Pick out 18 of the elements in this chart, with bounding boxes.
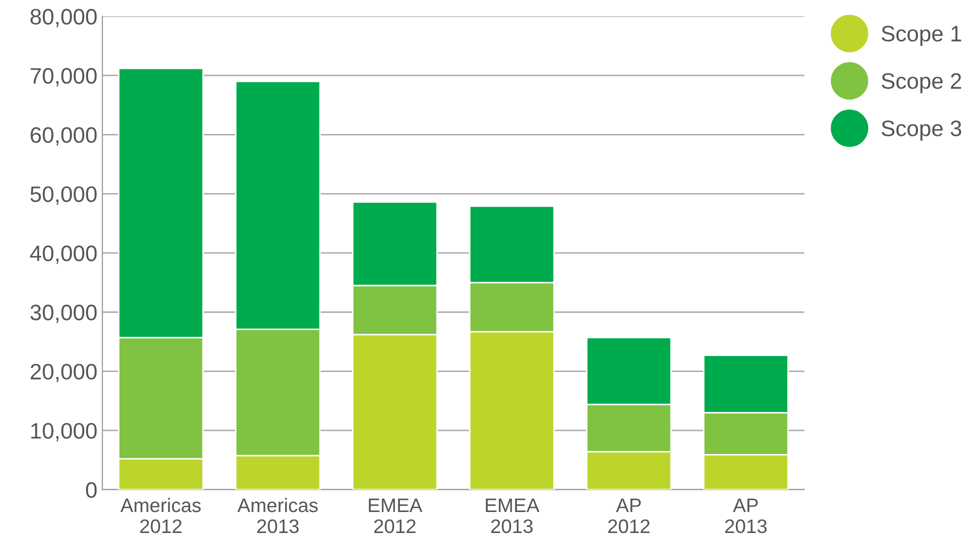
y-tick-label: 50,000: [30, 186, 97, 205]
x-tick-label: AP 2012: [608, 498, 650, 534]
y-tick-label: 70,000: [30, 68, 97, 86]
x-tick-label: Americas 2012: [120, 498, 201, 534]
y-tick-label: 40,000: [30, 245, 97, 264]
y-tick-label: 30,000: [30, 304, 97, 324]
y-tick-label: 10,000: [31, 422, 97, 442]
y-tick-label: 60,000: [30, 127, 97, 146]
x-tick-label: EMEA 2013: [486, 498, 540, 534]
legend-label: Scope 3: [882, 120, 962, 141]
x-tick-label: AP 2013: [725, 498, 767, 534]
x-tick-label: Americas 2013: [237, 498, 318, 534]
legend-label: Scope 1: [882, 26, 962, 46]
y-tick-label: 80,000: [30, 8, 97, 28]
x-tick-label: EMEA 2012: [368, 498, 422, 534]
y-tick-label: 0: [86, 482, 97, 498]
y-tick-label: 20,000: [30, 364, 97, 382]
legend-label: Scope 2: [882, 73, 962, 94]
